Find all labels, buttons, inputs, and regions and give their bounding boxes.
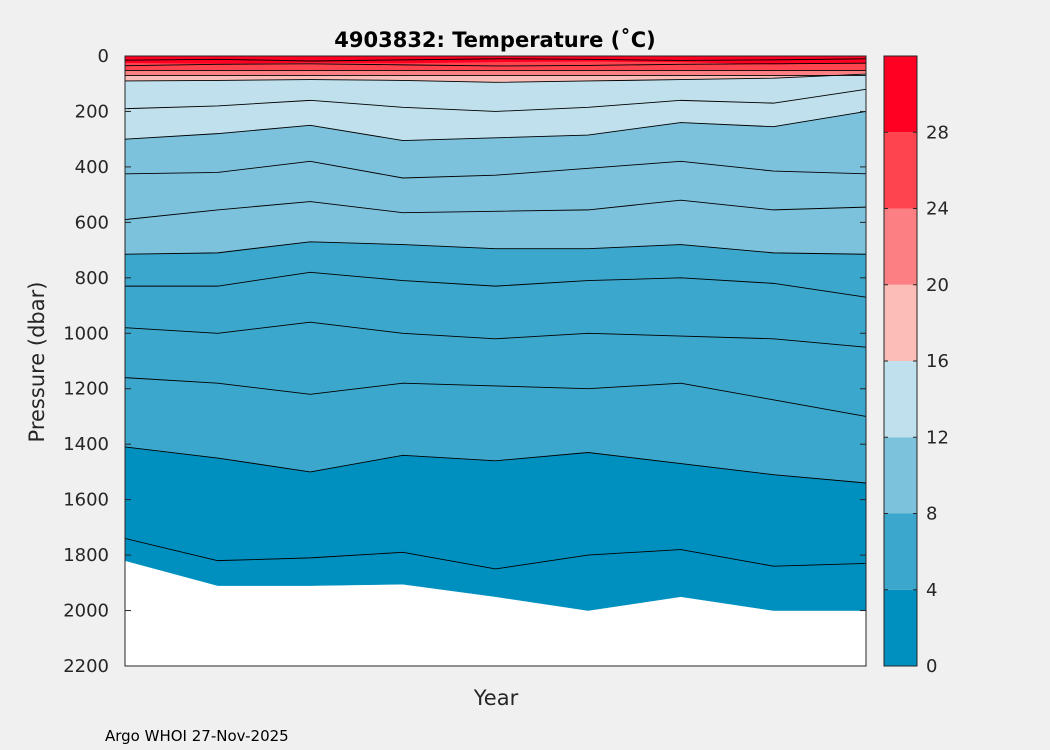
colorbar-segment-4 xyxy=(884,284,917,361)
colorbar-tick-label-8: 8 xyxy=(926,504,937,525)
colorbar-segment-3 xyxy=(884,361,917,438)
warm-surface-band-0 xyxy=(125,56,866,65)
colorbar-tick-label-20: 20 xyxy=(926,275,949,296)
colorbar-segment-0 xyxy=(884,589,917,666)
contour-lines xyxy=(124,58,867,570)
contour-line-8 xyxy=(124,199,867,221)
contour-line-14 xyxy=(124,538,867,570)
y-axis-ticks: 0 200 400 600 800 1000 1200 1400 1600 1800 2000 220… xyxy=(63,46,866,677)
colorbar-tick-label-0: 0 xyxy=(926,656,937,677)
chart-title: 4903832: Temperature (˚C) xyxy=(334,28,655,52)
y-tick-label-400: 400 xyxy=(75,157,109,178)
colorbar-segment-1 xyxy=(884,513,917,590)
colorbar-tick-label-4: 4 xyxy=(926,580,937,601)
colorbar: 0 4 8 12 16 20 24 28 xyxy=(883,55,949,677)
y-tick-label-0: 0 xyxy=(98,46,109,67)
y-tick-label-2200: 2200 xyxy=(63,656,109,677)
colorbar-tick-label-16: 16 xyxy=(926,351,949,372)
y-axis-label: Pressure (dbar) xyxy=(25,282,49,443)
contour-line-7 xyxy=(124,160,867,179)
plot-frame xyxy=(124,55,867,667)
contour-line-11 xyxy=(124,321,867,348)
y-tick-label-1600: 1600 xyxy=(63,490,109,511)
colorbar-segment-5 xyxy=(884,208,917,285)
contour-line-9 xyxy=(124,241,867,255)
contour-line-5 xyxy=(124,88,867,112)
contour-line-1 xyxy=(124,62,867,67)
temperature-bands xyxy=(124,55,867,611)
y-tick-label-200: 200 xyxy=(75,101,109,122)
contour-line-6 xyxy=(124,111,867,142)
y-tick-label-1000: 1000 xyxy=(63,323,109,344)
y-tick-label-800: 800 xyxy=(75,268,109,289)
y-tick-label-600: 600 xyxy=(75,212,109,233)
y-tick-label-1200: 1200 xyxy=(63,379,109,400)
colorbar-segment-7 xyxy=(884,56,917,133)
contour-line-0 xyxy=(124,58,867,62)
colorbar-tick-label-28: 28 xyxy=(926,122,949,143)
credit-text: Argo WHOI 27-Nov-2025 xyxy=(105,727,289,745)
y-tick-label-2000: 2000 xyxy=(63,601,109,622)
colorbar-tick-label-24: 24 xyxy=(926,199,949,220)
y-tick-label-1400: 1400 xyxy=(63,434,109,455)
colorbar-segment-2 xyxy=(884,437,917,514)
contour-line-13 xyxy=(124,446,867,484)
temperature-band-1 xyxy=(124,70,867,76)
colorbar-tick-label-12: 12 xyxy=(926,427,949,448)
y-tick-label-1800: 1800 xyxy=(63,545,109,566)
x-axis-label: Year xyxy=(473,686,519,710)
contour-line-12 xyxy=(124,377,867,417)
contour-line-4 xyxy=(124,73,867,83)
colorbar-segment-6 xyxy=(884,132,917,209)
temperature-band-5 xyxy=(124,241,867,484)
contour-line-10 xyxy=(125,271,867,298)
